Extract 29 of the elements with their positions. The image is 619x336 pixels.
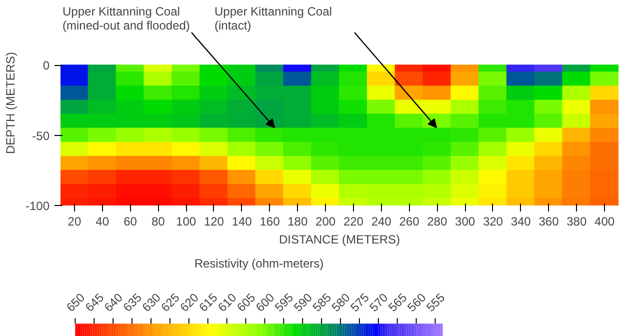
x-tick-label: 300 [455,214,476,228]
x-tick-label: 260 [399,214,420,228]
x-tick-label: 320 [482,214,504,228]
text: Upper Kittanning Coal (mined-out and flooded) [62,4,190,32]
x-tick-label: 280 [427,214,448,228]
y-tick-label: 0 [42,58,50,73]
text: Upper Kittanning Coal (intact) [214,4,332,32]
x-tick-label: 100 [176,214,196,228]
x-tick-label: 80 [151,214,166,228]
x-tick-label: 140 [232,214,252,228]
x-tick-label: 200 [316,214,336,228]
x-tick-label: 160 [260,214,280,228]
x-tick-label: 400 [594,214,615,228]
color-bar-title: Resistivity (ohm-meters) [194,256,324,270]
color-bar-label: 555 [424,290,448,315]
x-tick-label: 360 [538,214,560,228]
x-tick-label: 380 [566,214,587,228]
x-tick-label: 180 [288,214,308,228]
x-tick-label: 220 [343,214,364,228]
x-tick-label: 20 [68,214,82,228]
y-tick-label: -50 [32,128,50,143]
y-axis-title: DEPTH (METERS) [3,52,18,154]
x-tick-label: 120 [204,214,224,228]
x-tick-label: 40 [96,214,110,228]
y-tick-label: -100 [25,199,50,213]
x-axis-title: DISTANCE (METERS) [278,232,400,246]
x-tick-label: 340 [510,214,532,228]
x-tick-label: 60 [124,214,138,228]
x-tick-label: 240 [371,214,392,228]
